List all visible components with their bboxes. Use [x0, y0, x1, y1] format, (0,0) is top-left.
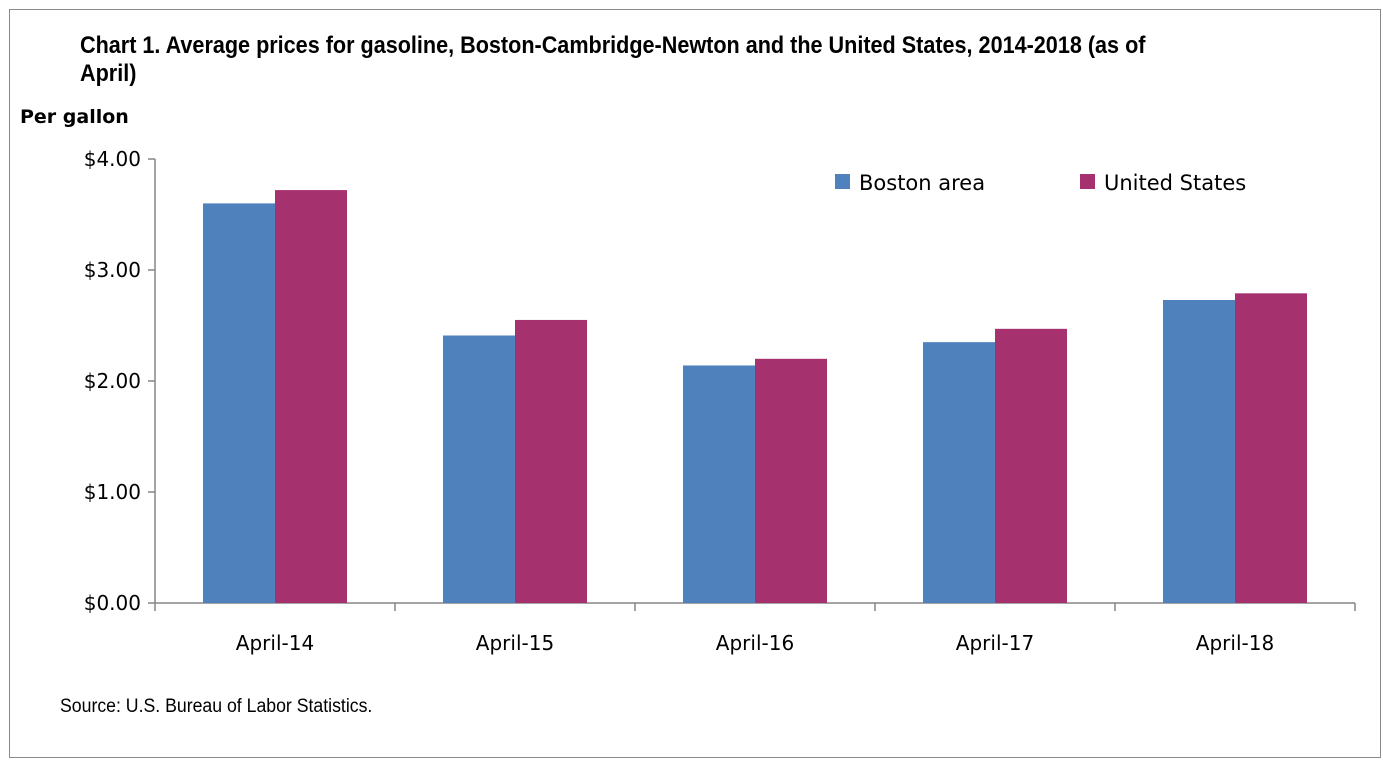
- chart-title: Chart 1. Average prices for gasoline, Bo…: [80, 32, 1146, 87]
- bar-boston-area-april-15: [443, 335, 515, 603]
- legend-swatch: [1080, 174, 1095, 189]
- bar-united-states-april-15: [515, 319, 587, 603]
- y-tick-label: $2.00: [84, 369, 141, 393]
- bar-boston-area-april-17: [923, 342, 995, 603]
- legend-label: United States: [1104, 171, 1246, 195]
- legend-swatch: [835, 174, 850, 189]
- x-tick-label: April-18: [1196, 631, 1274, 655]
- x-tick-label: April-17: [956, 631, 1034, 655]
- bar-boston-area-april-14: [203, 203, 275, 603]
- x-tick-label: April-15: [476, 631, 554, 655]
- bar-boston-area-april-16: [683, 365, 755, 603]
- y-tick-label: $0.00: [84, 591, 141, 615]
- bar-boston-area-april-18: [1163, 299, 1235, 603]
- legend-label: Boston area: [859, 171, 985, 195]
- chart-bars: [203, 190, 1307, 603]
- bar-united-states-april-17: [995, 328, 1067, 603]
- y-tick-label: $4.00: [84, 147, 141, 171]
- y-tick-label: $3.00: [84, 258, 141, 282]
- bar-united-states-april-14: [275, 190, 347, 603]
- y-tick-label: $1.00: [84, 480, 141, 504]
- x-tick-label: April-14: [236, 631, 314, 655]
- source-note: Source: U.S. Bureau of Labor Statistics.: [60, 696, 373, 717]
- bar-united-states-april-16: [755, 358, 827, 603]
- bar-united-states-april-18: [1235, 293, 1307, 603]
- chart-legend: Boston area United States: [835, 171, 1246, 195]
- y-axis-label: Per gallon: [20, 106, 129, 128]
- x-tick-label: April-16: [716, 631, 794, 655]
